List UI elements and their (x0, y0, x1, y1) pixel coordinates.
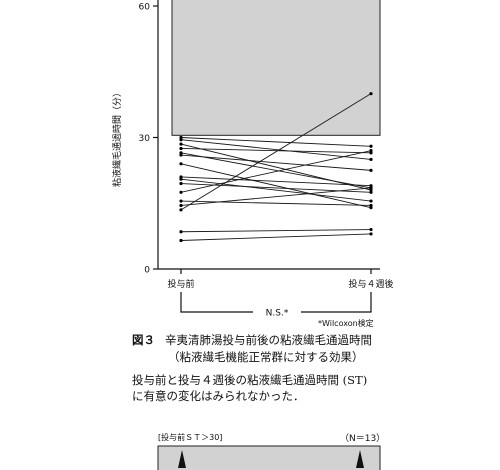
ns-bracket-gap (253, 307, 301, 317)
y-ticks: 0 30 60 (139, 3, 158, 276)
data-point (179, 162, 183, 166)
figure-title: 辛夷清肺湯投与前後の粘液繊毛通過時間 (165, 333, 372, 347)
data-point (369, 190, 373, 194)
next-figure-label: [投与前ＳＴ＞30] (158, 433, 223, 442)
series-line (180, 154, 372, 171)
series-line (180, 176, 372, 187)
data-point (179, 199, 183, 203)
series-line (180, 93, 372, 211)
series-line (180, 200, 372, 206)
figure-number: 図３ (132, 333, 155, 347)
shaded-region (171, 0, 381, 136)
x-ticks: 投与前 投与４週後 (167, 269, 394, 290)
y-tick-label: 0 (144, 266, 150, 276)
data-point (369, 151, 373, 155)
figure-caption-title: 図３ 辛夷清肺湯投与前後の粘液繊毛通過時間 (132, 332, 372, 348)
next-figure-marker-left (178, 450, 186, 468)
data-point (179, 135, 183, 140)
data-point (369, 157, 373, 162)
series-lines (180, 93, 372, 241)
significance-method: *Wilcoxon検定 (318, 319, 374, 328)
data-point (179, 138, 183, 142)
ns-bracket (180, 292, 372, 317)
data-point (179, 203, 183, 208)
figure-note-line-1: 投与前と投与４週後の粘液繊毛通過時間 (ST) (132, 373, 368, 387)
data-point (369, 144, 373, 148)
series-line (180, 187, 372, 206)
y-tick-label: 30 (139, 134, 151, 144)
data-point (179, 208, 183, 212)
next-figure-n: （N＝13） (340, 434, 386, 444)
series-line (180, 229, 372, 233)
ns-label: N.S.* (266, 309, 289, 319)
data-point (179, 175, 183, 179)
x-category-label: 投与４週後 (348, 278, 393, 290)
data-point (179, 177, 183, 181)
data-point (369, 203, 373, 208)
y-axis-label: 粘液繊毛通過時間（分） (111, 88, 123, 187)
data-point (369, 199, 373, 203)
series-line (180, 163, 372, 209)
data-point (179, 142, 183, 146)
data-point (179, 146, 183, 151)
data-point (179, 181, 183, 186)
data-point (369, 149, 373, 153)
data-point (369, 92, 373, 96)
series-line (180, 152, 372, 189)
data-point (369, 168, 373, 172)
data-point (179, 230, 183, 234)
data-point (369, 186, 373, 190)
data-point (179, 151, 183, 155)
series-line (180, 233, 372, 241)
data-point (179, 190, 183, 194)
next-figure-marker-right (356, 450, 364, 468)
series-line (180, 139, 372, 160)
data-point (179, 238, 183, 243)
data-point (369, 206, 373, 210)
series-line (180, 148, 372, 154)
series-line (180, 150, 372, 193)
data-point (369, 188, 373, 192)
data-point (369, 184, 373, 188)
data-point (179, 153, 183, 157)
y-tick-label: 60 (139, 3, 151, 13)
x-category-label: 投与前 (167, 278, 194, 290)
series-line (180, 137, 372, 147)
series-line (180, 178, 372, 202)
figure-caption-subtitle: （粘液繊毛機能正常群に対する効果） (168, 350, 364, 364)
data-point (369, 227, 373, 232)
figure-note-line-2: に有意の変化はみられなかった． (132, 389, 305, 403)
series-points (179, 92, 373, 243)
data-point (369, 232, 373, 236)
next-figure-shaded-region (157, 445, 381, 470)
